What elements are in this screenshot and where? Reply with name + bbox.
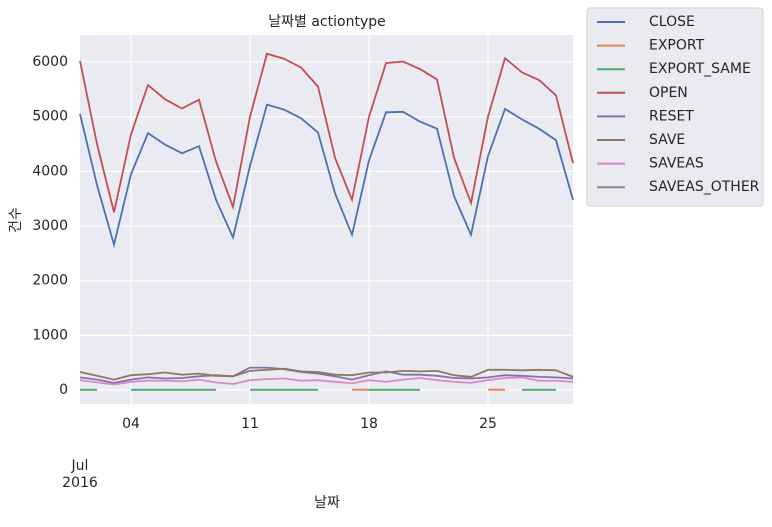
line-series bbox=[79, 376, 574, 386]
y-tick-label: 4000 bbox=[32, 163, 68, 179]
line-series bbox=[79, 367, 574, 381]
legend-label: OPEN bbox=[649, 85, 688, 101]
y-tick-label: 1000 bbox=[32, 327, 68, 343]
line-series bbox=[79, 366, 574, 384]
legend-label: EXPORT bbox=[649, 38, 705, 54]
y-tick-label: 2000 bbox=[32, 273, 68, 289]
line-series bbox=[79, 52, 574, 213]
legend-label: EXPORT_SAME bbox=[649, 61, 751, 77]
y-tick-label: 5000 bbox=[32, 109, 68, 125]
legend-label: SAVEAS bbox=[649, 156, 704, 172]
chart-title: 날짜별 actiontype bbox=[268, 14, 385, 30]
x-year-label: 2016 bbox=[62, 475, 98, 491]
legend-box bbox=[586, 7, 764, 207]
y-axis-label: 건수 bbox=[8, 207, 24, 233]
legend-label: SAVEAS_OTHER bbox=[649, 179, 760, 195]
x-axis-label: 날짜 bbox=[314, 495, 340, 511]
legend-label: RESET bbox=[649, 108, 694, 124]
x-tick-label: 11 bbox=[241, 416, 259, 432]
y-tick-label: 3000 bbox=[32, 218, 68, 234]
y-tick-label: 0 bbox=[59, 382, 68, 398]
x-tick-label: 18 bbox=[360, 416, 378, 432]
x-tick-label: 25 bbox=[479, 416, 497, 432]
line-series bbox=[79, 103, 574, 249]
legend-label: CLOSE bbox=[649, 14, 695, 30]
x-tick-label: 04 bbox=[122, 416, 140, 432]
x-period-label: Jul bbox=[71, 458, 89, 474]
y-tick-label: 6000 bbox=[32, 54, 68, 70]
legend-label: SAVE bbox=[649, 132, 685, 148]
